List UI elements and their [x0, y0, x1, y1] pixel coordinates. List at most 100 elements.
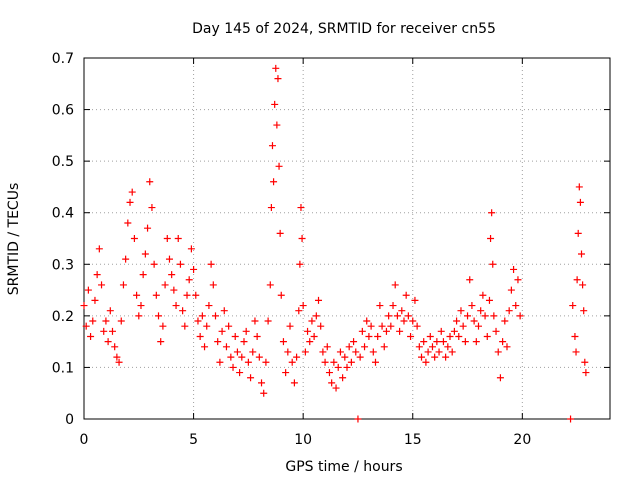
data-point [514, 276, 522, 284]
data-point [144, 224, 152, 232]
data-point [266, 281, 274, 289]
data-point [146, 178, 154, 186]
data-point [437, 327, 445, 335]
data-point [277, 291, 285, 299]
plot-frame [83, 57, 611, 420]
y-tick-label: 0.1 [52, 360, 74, 376]
data-point [117, 317, 125, 325]
data-point [387, 322, 395, 330]
data-point [470, 317, 478, 325]
data-point [396, 327, 404, 335]
data-point [402, 291, 410, 299]
data-point [503, 343, 511, 351]
data-point [165, 255, 173, 263]
data-point [510, 265, 518, 273]
data-point [176, 260, 184, 268]
data-point [464, 312, 472, 320]
data-point [578, 250, 586, 258]
data-point [100, 327, 108, 335]
data-point [499, 338, 507, 346]
data-point [567, 415, 575, 423]
x-axis-label: GPS time / hours [285, 459, 402, 475]
data-point [192, 291, 200, 299]
grid-lines [84, 58, 610, 419]
data-point [82, 322, 90, 330]
data-point [295, 307, 303, 315]
data-point [111, 343, 119, 351]
data-point [339, 374, 347, 382]
y-tick-label: 0.4 [52, 206, 74, 222]
data-point [354, 415, 362, 423]
data-point [181, 322, 189, 330]
data-point [229, 363, 237, 371]
data-point [194, 317, 202, 325]
data-point [472, 338, 480, 346]
data-point [343, 363, 351, 371]
data-point [468, 302, 476, 310]
data-point [444, 343, 452, 351]
data-point [332, 384, 340, 392]
data-point [477, 307, 485, 315]
data-point [102, 317, 110, 325]
data-point [455, 332, 463, 340]
data-point [420, 338, 428, 346]
data-point [216, 358, 224, 366]
axis-ticks: 0 0.1 0.2 0.3 0.4 0.5 0.6 0.7 0 5 10 15 20 [52, 51, 610, 448]
data-point [183, 291, 191, 299]
data-point [106, 307, 114, 315]
data-point [190, 265, 198, 273]
data-point [293, 353, 301, 361]
data-point [139, 271, 147, 279]
data-point [268, 142, 276, 150]
data-point [418, 353, 426, 361]
data-point [572, 348, 580, 356]
data-point [161, 281, 169, 289]
data-point [325, 369, 333, 377]
data-point [282, 369, 290, 377]
data-point [242, 327, 250, 335]
data-point [494, 348, 502, 356]
data-point [450, 327, 458, 335]
data-point [297, 204, 305, 212]
data-point [220, 307, 228, 315]
data-point [306, 338, 314, 346]
data-point [448, 348, 456, 356]
data-point [404, 312, 412, 320]
data-point [424, 348, 432, 356]
data-point [214, 338, 222, 346]
data-point [209, 281, 217, 289]
data-point [262, 358, 270, 366]
data-point [481, 312, 489, 320]
data-point [93, 271, 101, 279]
data-point [505, 307, 513, 315]
data-point [385, 312, 393, 320]
data-point [336, 348, 344, 356]
data-point [374, 332, 382, 340]
data-point [442, 353, 450, 361]
data-point [409, 317, 417, 325]
data-point [459, 322, 467, 330]
data-point [446, 332, 454, 340]
data-point [334, 363, 342, 371]
data-point [579, 281, 587, 289]
data-point [168, 271, 176, 279]
data-point [113, 353, 121, 361]
data-point [358, 327, 366, 335]
data-point [128, 188, 136, 196]
data-point [319, 348, 327, 356]
data-point [284, 348, 292, 356]
data-point [298, 235, 306, 242]
data-point [489, 260, 497, 268]
data-point [260, 389, 268, 397]
data-point [439, 338, 447, 346]
y-tick-label: 0.5 [52, 154, 74, 170]
data-point [492, 327, 500, 335]
data-point [198, 312, 206, 320]
data-point [299, 302, 307, 310]
data-point [290, 379, 298, 387]
data-point [407, 332, 415, 340]
data-point [141, 250, 149, 258]
data-point [371, 358, 379, 366]
data-point [365, 332, 373, 340]
data-point [398, 307, 406, 315]
